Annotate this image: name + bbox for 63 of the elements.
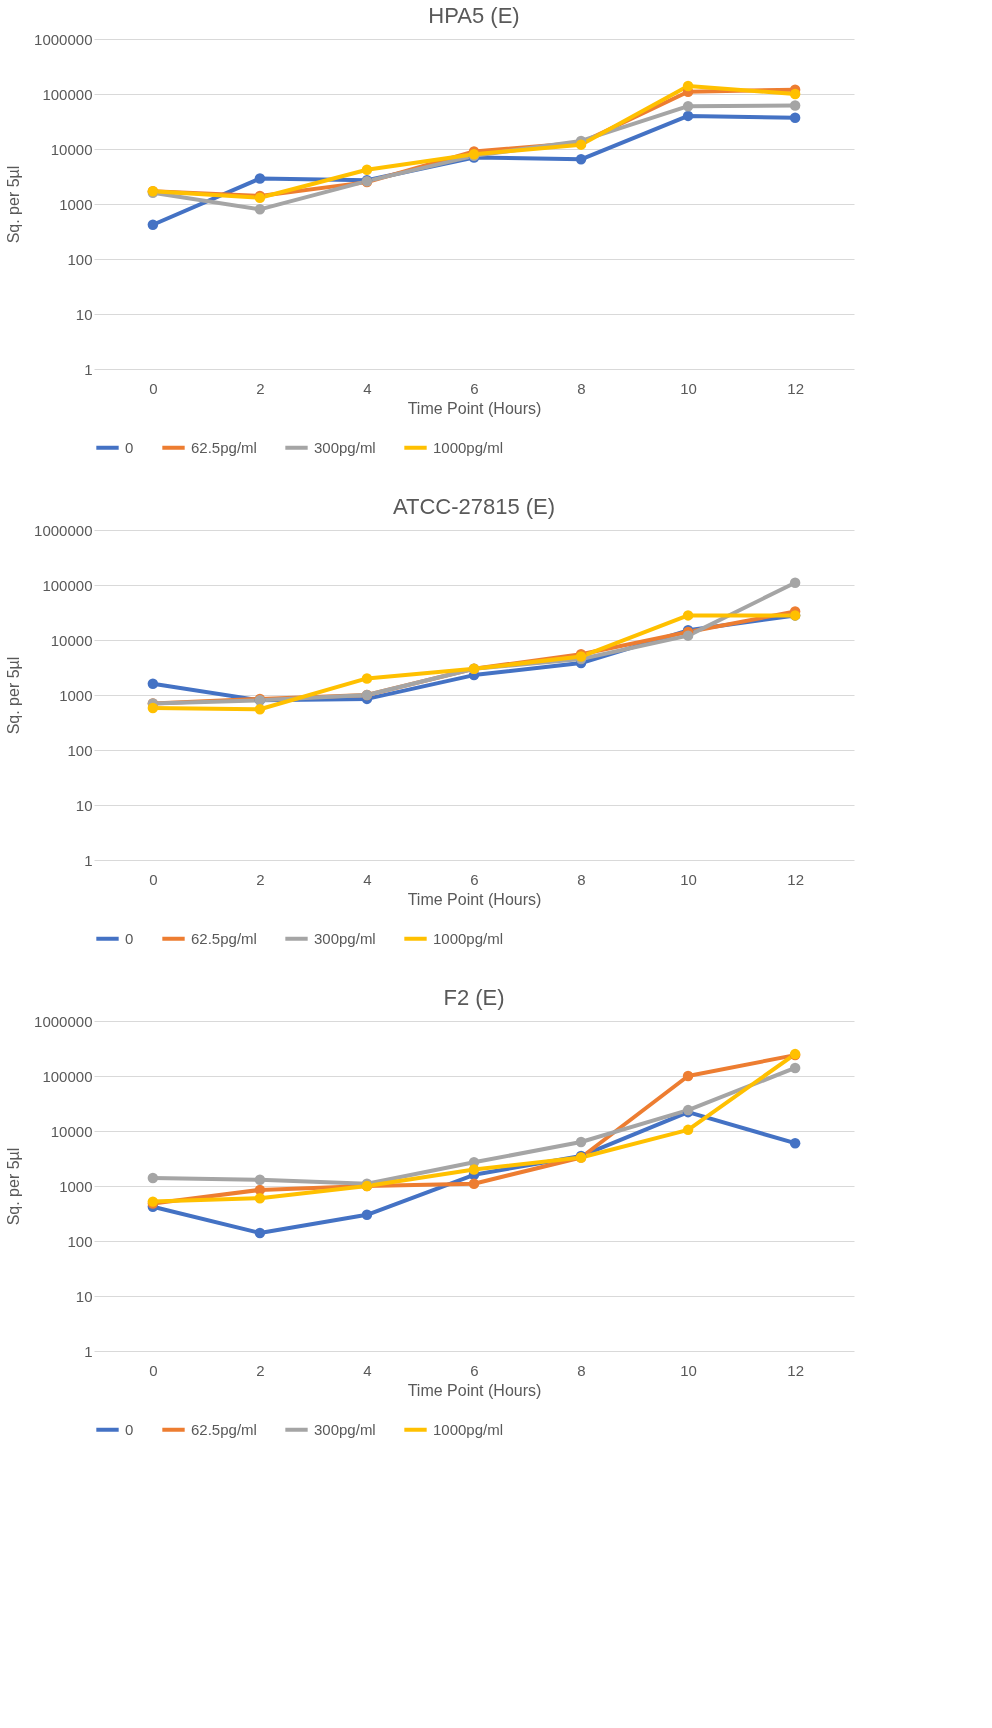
y-axis-title: Sq. per 5µl	[5, 1147, 23, 1226]
y-tick-label: 1000	[59, 1177, 93, 1195]
chart-title: F2 (E)	[443, 985, 505, 1010]
y-tick-label: 10	[75, 305, 93, 323]
x-tick-label: 8	[577, 870, 586, 888]
x-tick-label: 8	[577, 1361, 586, 1379]
x-axis-title: Time Point (Hours)	[407, 399, 542, 417]
legend-label: 62.5pg/ml	[191, 929, 257, 947]
y-tick-label: 10	[75, 796, 93, 814]
y-axis-title: Sq. per 5µl	[5, 656, 23, 735]
x-tick-label: 8	[577, 379, 586, 397]
x-tick-label: 10	[680, 1361, 697, 1379]
x-tick-label: 12	[787, 1361, 804, 1379]
y-tick-label: 1	[84, 360, 93, 378]
legend-label: 1000pg/ml	[433, 438, 504, 456]
legend-label: 0	[125, 929, 134, 947]
x-tick-label: 12	[787, 379, 804, 397]
x-tick-label: 4	[363, 1361, 372, 1379]
x-tick-label: 6	[470, 1361, 479, 1379]
y-axis-title: Sq. per 5µl	[5, 165, 23, 244]
x-tick-label: 0	[149, 1361, 158, 1379]
y-tick-label: 1	[84, 851, 93, 869]
legend-label: 300pg/ml	[314, 929, 376, 947]
y-tick-label: 100000	[42, 85, 93, 103]
y-tick-label: 100	[67, 1232, 93, 1250]
legend-label: 300pg/ml	[314, 1420, 376, 1438]
y-tick-label: 10000	[50, 631, 93, 649]
x-tick-label: 2	[256, 379, 265, 397]
y-tick-label: 1000000	[34, 1012, 93, 1030]
x-tick-label: 4	[363, 379, 372, 397]
x-tick-label: 10	[680, 379, 697, 397]
x-tick-label: 6	[470, 870, 479, 888]
x-tick-label: 12	[787, 870, 804, 888]
x-tick-label: 6	[470, 379, 479, 397]
y-tick-label: 1000000	[34, 521, 93, 539]
x-axis-title: Time Point (Hours)	[407, 890, 542, 908]
legend-label: 1000pg/ml	[433, 1420, 504, 1438]
x-tick-label: 2	[256, 870, 265, 888]
x-tick-label: 2	[256, 1361, 265, 1379]
chart-title: HPA5 (E)	[428, 3, 520, 28]
y-tick-label: 1000	[59, 195, 93, 213]
y-tick-label: 100	[67, 741, 93, 759]
x-tick-label: 0	[149, 379, 158, 397]
y-tick-label: 10	[75, 1287, 93, 1305]
y-tick-label: 1000	[59, 686, 93, 704]
y-tick-label: 1	[84, 1342, 93, 1360]
y-tick-label: 10000	[50, 1122, 93, 1140]
chart-title: ATCC-27815 (E)	[392, 494, 556, 519]
y-tick-label: 100000	[42, 1067, 93, 1085]
legend-label: 62.5pg/ml	[191, 1420, 257, 1438]
y-tick-label: 100000	[42, 576, 93, 594]
x-tick-label: 10	[680, 870, 697, 888]
y-tick-label: 100	[67, 250, 93, 268]
legend-label: 0	[125, 438, 134, 456]
x-tick-label: 4	[363, 870, 372, 888]
y-tick-label: 1000000	[34, 30, 93, 48]
legend-label: 0	[125, 1420, 134, 1438]
legend-label: 62.5pg/ml	[191, 438, 257, 456]
legend-label: 1000pg/ml	[433, 929, 504, 947]
legend-label: 300pg/ml	[314, 438, 376, 456]
x-axis-title: Time Point (Hours)	[407, 1381, 542, 1399]
y-tick-label: 10000	[50, 140, 93, 158]
x-tick-label: 0	[149, 870, 158, 888]
